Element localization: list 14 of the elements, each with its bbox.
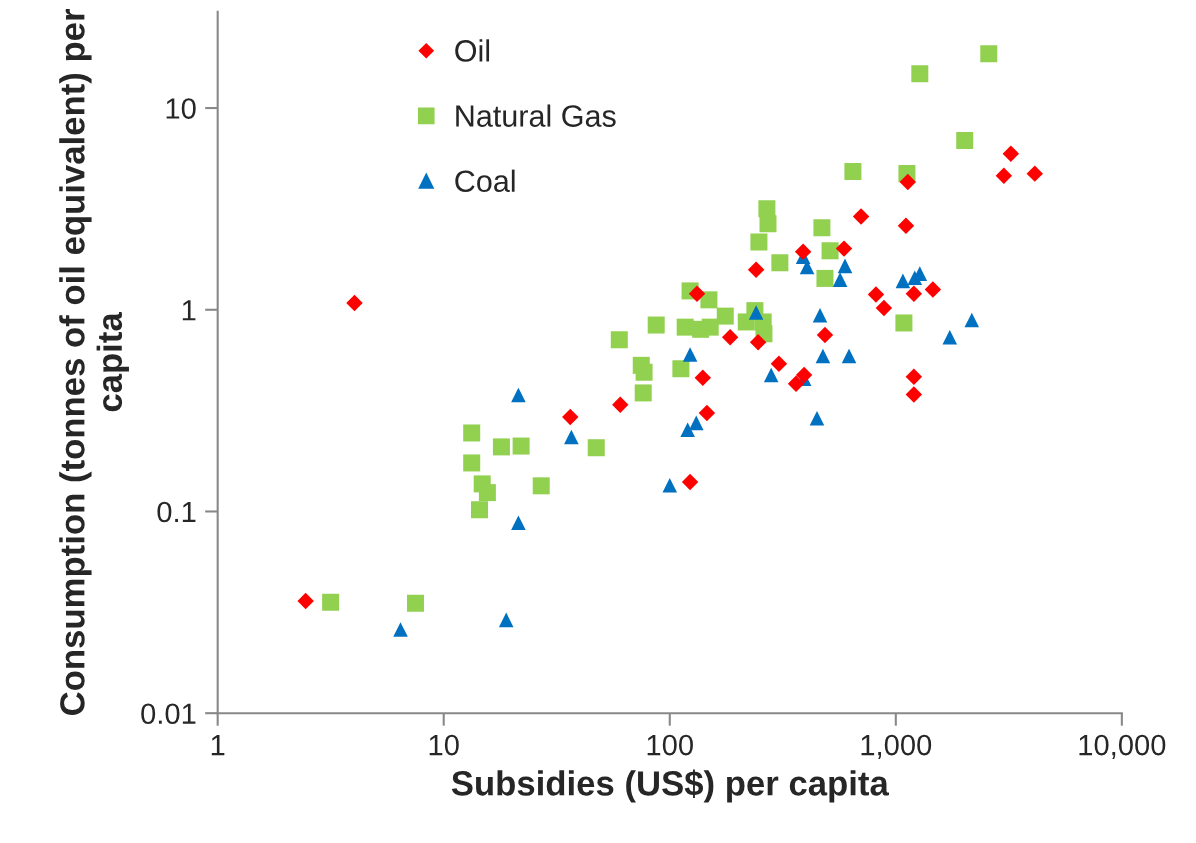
y-tick-label: 0.01 bbox=[141, 703, 196, 725]
legend-label: Oil bbox=[455, 39, 490, 62]
x-tick-label: 1 bbox=[211, 735, 225, 756]
y-tick-label: 10 bbox=[166, 98, 196, 119]
x-tick-label: 10,000 bbox=[1079, 734, 1166, 759]
x-tick-label: 1,000 bbox=[861, 734, 932, 759]
x-tick-label: 100 bbox=[647, 734, 693, 756]
x-tick-label: 10 bbox=[429, 734, 459, 756]
y-tick-label: 1 bbox=[182, 300, 196, 321]
x-axis-title: Subsidies (US$) per capita bbox=[451, 769, 889, 803]
legend-label: Coal bbox=[455, 169, 515, 193]
legend-label: Natural Gas bbox=[456, 104, 616, 127]
y-tick-label: 0.1 bbox=[157, 501, 196, 523]
y-axis-title: Consumption (tonnes of oil equivalent) per capita bbox=[59, 9, 129, 715]
